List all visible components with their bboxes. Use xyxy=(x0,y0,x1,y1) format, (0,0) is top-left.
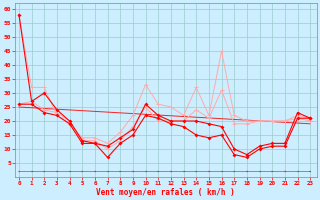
X-axis label: Vent moyen/en rafales ( km/h ): Vent moyen/en rafales ( km/h ) xyxy=(96,188,235,197)
